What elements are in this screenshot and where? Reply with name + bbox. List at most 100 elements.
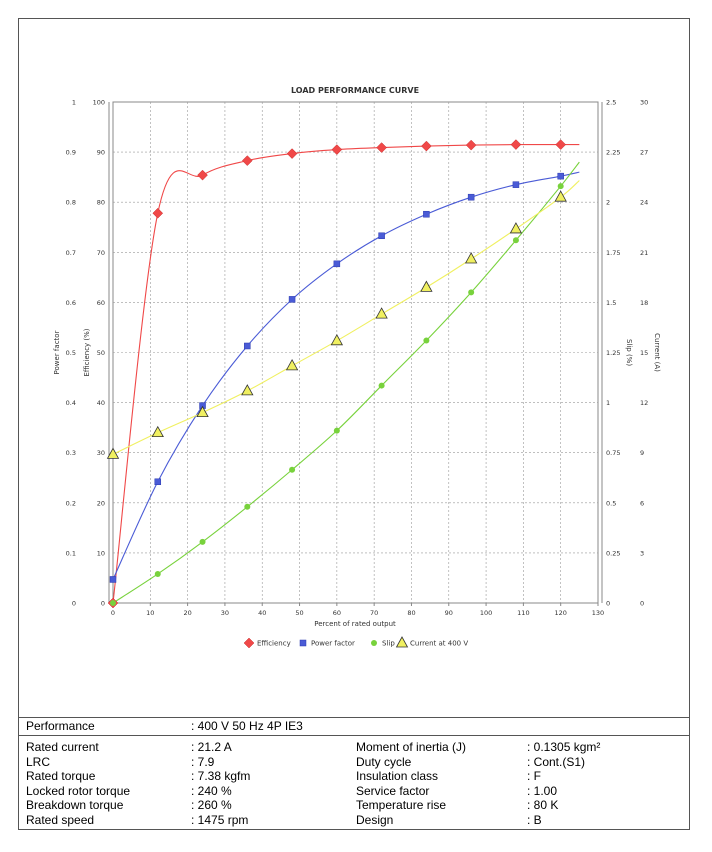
right-spec-label: Duty cycle <box>356 754 412 769</box>
specifications-table: Performance : 400 V 50 Hz 4P IE3 Rated c… <box>19 717 689 828</box>
efficiency-point <box>465 139 477 151</box>
y-axis-label: Current (A) <box>653 333 661 372</box>
y-tick-label: 0.4 <box>66 399 76 407</box>
x-tick-label: 70 <box>370 609 378 617</box>
y-tick-label: 0.9 <box>66 149 76 157</box>
left-spec-label: Rated current <box>26 740 99 754</box>
y-tick-label: 0 <box>606 600 610 608</box>
slip-point <box>333 427 340 434</box>
efficiency-point <box>241 155 253 166</box>
y-tick-label: 30 <box>640 99 648 107</box>
performance-label: Performance <box>26 719 95 733</box>
y-tick-label: 12 <box>640 399 648 407</box>
right-spec-label: Moment of inertia (J) <box>356 740 467 754</box>
efficiency-point <box>152 207 164 219</box>
legend-marker <box>371 640 377 646</box>
current-at-400-v-point <box>554 190 567 202</box>
current-at-400-v-point <box>375 307 388 319</box>
y-tick-label: 15 <box>640 349 648 357</box>
performance-row: Performance : 400 V 50 Hz 4P IE3 <box>19 718 689 736</box>
y-tick-label: 1 <box>606 399 610 407</box>
y-tick-label: 2.25 <box>606 149 620 157</box>
right-spec-value: : F <box>527 769 541 783</box>
y-tick-label: 0 <box>640 600 644 608</box>
x-tick-label: 130 <box>592 609 604 617</box>
legend-item: Efficiency <box>243 637 291 649</box>
left-spec-label: LRC <box>26 754 51 769</box>
right-spec-value: : Cont.(S1) <box>527 754 586 769</box>
current-at-400-v-point <box>509 222 523 234</box>
left-spec-value: : 7.38 kgfm <box>191 769 251 783</box>
y-tick-label: 9 <box>640 449 644 457</box>
right-spec-label: Insulation class <box>356 769 439 783</box>
right-spec-value: : B <box>527 812 542 827</box>
load-performance-chart: LOAD PERFORMANCE CURVE 0 10 20 30 40 50 60 70 80… <box>53 86 661 649</box>
legend-label: Efficiency <box>257 640 291 648</box>
y-tick-label: 18 <box>640 299 648 307</box>
legend-item: Slip <box>371 640 395 648</box>
x-tick-label: 40 <box>258 609 266 617</box>
left-spec-label: Rated torque <box>26 769 96 783</box>
current-at-400-v-point <box>285 359 299 371</box>
y-axis-label: Slip (%) <box>625 339 633 366</box>
right-spec-label: Service factor <box>356 783 430 798</box>
power-factor-point <box>557 172 564 180</box>
legend-label: Current at 400 V <box>410 640 468 648</box>
y-tick-label: 90 <box>97 149 105 157</box>
y-tick-label: 0.75 <box>606 449 620 457</box>
y-tick-label: 0.6 <box>66 299 76 307</box>
efficiency-point <box>376 142 387 153</box>
right-spec-value: : 1.00 <box>527 783 558 798</box>
power-factor-point <box>244 342 251 350</box>
slip-point <box>244 503 251 510</box>
slip-point <box>110 600 116 606</box>
y-tick-label: 1.25 <box>606 349 620 357</box>
slip-point <box>378 382 385 389</box>
x-tick-label: 80 <box>407 609 415 617</box>
y-tick-label: 2.5 <box>606 99 616 107</box>
right-spec-label: Temperature rise <box>356 798 447 812</box>
y-tick-label: 60 <box>97 299 105 307</box>
y-tick-label: 30 <box>97 449 105 457</box>
y-tick-label: 27 <box>640 149 648 157</box>
x-tick-label: 110 <box>517 609 529 617</box>
power-factor-point <box>467 193 475 201</box>
current-at-400-v-point <box>196 405 209 418</box>
slip-point <box>557 183 564 190</box>
y-tick-label: 40 <box>97 399 105 407</box>
y-tick-label: 20 <box>97 499 105 507</box>
y-tick-label: 0.7 <box>66 249 76 257</box>
power-factor-point <box>109 576 117 583</box>
left-spec-label: Locked rotor torque <box>26 783 131 798</box>
efficiency-point <box>510 139 522 150</box>
x-tick-label: 50 <box>295 609 303 617</box>
y-tick-label: 1.75 <box>606 249 620 257</box>
legend-label: Power factor <box>311 640 355 648</box>
left-spec-label: Rated speed <box>26 812 95 827</box>
y-tick-label: 0.1 <box>66 549 76 557</box>
legend-marker <box>299 639 307 647</box>
y-tick-label: 0.3 <box>66 449 76 457</box>
right-spec-label: Design <box>356 812 394 827</box>
x-tick-label: 10 <box>146 609 154 617</box>
slip-point <box>512 237 519 244</box>
series-layer <box>106 139 580 609</box>
y-tick-label: 1 <box>72 99 76 107</box>
y-tick-label: 2 <box>606 199 610 207</box>
y-tick-label: 70 <box>97 249 105 257</box>
efficiency-point <box>421 140 432 152</box>
y-tick-label: 24 <box>640 199 648 207</box>
current-at-400-v-point <box>330 333 344 346</box>
efficiency-point <box>331 144 343 155</box>
x-tick-label: 100 <box>480 609 492 617</box>
report-frame: LOAD PERFORMANCE CURVE 0 10 20 30 40 50 60 70 80… <box>18 18 690 830</box>
legend: Efficiency Power factor Slip Current at 400… <box>243 636 468 649</box>
grid <box>112 101 599 604</box>
x-tick-label: 0 <box>111 609 115 617</box>
y-tick-label: 0.8 <box>66 199 76 207</box>
x-tick-label: 60 <box>333 609 341 617</box>
left-spec-value: : 240 % <box>191 783 232 798</box>
performance-value: : 400 V 50 Hz 4P IE3 <box>191 719 303 733</box>
y-tick-label: 6 <box>640 499 644 507</box>
power-factor-point <box>512 181 520 188</box>
